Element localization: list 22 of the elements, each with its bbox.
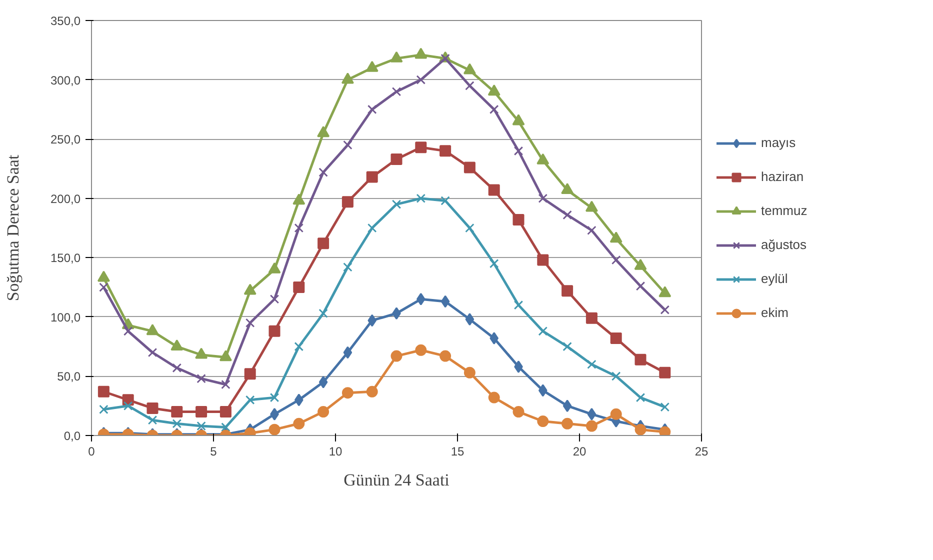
y-tick-label: 300,0 xyxy=(50,73,81,88)
legend-label: temmuz xyxy=(761,203,808,218)
legend-label: eylül xyxy=(761,271,788,286)
x-axis-title: Günün 24 Saati xyxy=(344,470,450,490)
y-tick-label: 200,0 xyxy=(50,192,81,206)
legend-label: haziran xyxy=(761,169,804,184)
x-tick-label: 25 xyxy=(694,444,708,458)
y-axis-title: Soğutma Derece Saat xyxy=(3,154,22,302)
y-tick-label: 150,0 xyxy=(50,251,81,266)
x-tick-label: 15 xyxy=(450,444,464,458)
legend-label: mayıs xyxy=(761,135,796,150)
legend-label: ağustos xyxy=(761,237,807,252)
x-tick-label: 0 xyxy=(88,444,96,458)
y-tick-label: 50,0 xyxy=(57,370,81,384)
x-tick-label: 20 xyxy=(572,444,586,458)
y-tick-label: 0,0 xyxy=(64,429,81,443)
x-tick-label: 10 xyxy=(328,444,342,458)
y-tick-label: 350,0 xyxy=(50,14,81,28)
y-tick-label: 250,0 xyxy=(50,132,81,147)
y-tick-label: 100,0 xyxy=(50,310,81,324)
x-tick-label: 5 xyxy=(210,444,218,458)
legend-label: ekim xyxy=(761,305,788,320)
